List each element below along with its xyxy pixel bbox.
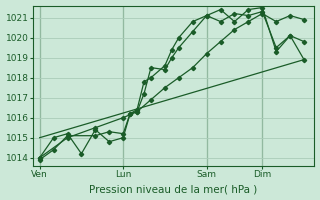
X-axis label: Pression niveau de la mer( hPa ): Pression niveau de la mer( hPa ): [90, 184, 258, 194]
